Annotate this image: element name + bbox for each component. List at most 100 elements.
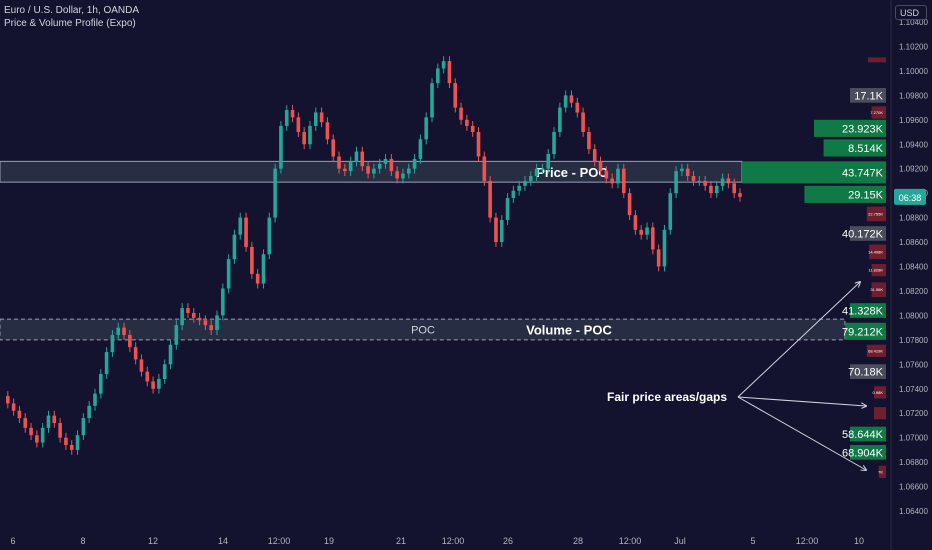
candle-body: [372, 168, 376, 174]
currency-button[interactable]: USD: [895, 5, 927, 20]
profile-bar: [874, 386, 886, 399]
candle-body: [430, 83, 434, 118]
candle-body: [151, 381, 155, 389]
candle-body: [523, 180, 527, 186]
candle-body: [645, 227, 649, 235]
candle-body: [29, 427, 33, 436]
profile-bar-label: 17.1K: [854, 90, 883, 102]
profile-bar: [850, 364, 886, 379]
profile-bar: [866, 206, 886, 222]
candle-body: [238, 217, 243, 235]
candle-body: [209, 325, 213, 331]
candle-body: [534, 168, 539, 177]
profile-bar-label: 23.923K: [842, 123, 884, 135]
price-tick-label: 1.08000: [899, 311, 928, 320]
candle-body: [662, 229, 667, 267]
price-tick-label: 1.08400: [899, 263, 928, 272]
candle-body: [40, 427, 45, 443]
candle-body: [58, 422, 62, 438]
profile-bar-label: 0.98K: [873, 390, 884, 395]
candle-body: [651, 227, 655, 250]
price-tick-label: 1.08200: [899, 287, 928, 296]
candle-body: [401, 173, 405, 179]
candle-body: [116, 327, 121, 335]
candle-body: [470, 125, 475, 133]
candle-body: [69, 444, 74, 450]
candles: [6, 56, 742, 455]
poc-text: POC: [411, 324, 435, 336]
candle-body: [255, 273, 260, 284]
candle-body: [319, 112, 324, 123]
candle-body: [343, 168, 347, 172]
candle-body: [360, 151, 365, 167]
profile-bar: [868, 57, 886, 63]
candle-body: [546, 154, 551, 169]
candle-body: [377, 163, 382, 169]
profile-bar: [878, 465, 886, 478]
time-tick-label: 12:00: [619, 536, 642, 546]
candle-body: [23, 418, 28, 428]
candle-body: [680, 168, 684, 172]
price-tick-label: 1.06800: [899, 458, 928, 467]
price-tick-label: 1.07000: [899, 434, 928, 443]
candle-body: [337, 156, 341, 169]
time-tick-label: 12:00: [268, 536, 291, 546]
candle-body: [732, 183, 736, 194]
annotation-text: Fair price areas/gaps: [607, 390, 727, 404]
candle-body: [98, 374, 103, 394]
price-tick-label: 1.10400: [899, 18, 928, 27]
profile-bar: [866, 344, 886, 357]
candle-body: [17, 410, 22, 419]
time-tick-label: 12:00: [442, 536, 465, 546]
candle-body: [221, 288, 225, 316]
candle-body: [517, 185, 521, 191]
price-axis: 1.10400 1.10200 1.10000 1.09800 1.09600 1.094…: [890, 0, 928, 550]
candle-body: [215, 315, 219, 331]
indicator-title[interactable]: Price & Volume Profile (Expo): [4, 18, 136, 29]
profile-bar: [850, 226, 886, 241]
candle-body: [232, 234, 237, 260]
volume-poc-label: Volume - POC: [526, 322, 612, 337]
profile-bar: [850, 444, 886, 460]
candle-body: [476, 132, 481, 157]
price-tick-label: 1.07200: [899, 409, 928, 418]
time-tick-label: 10: [854, 536, 864, 546]
time-tick-label: 8: [80, 536, 85, 546]
candle-body: [482, 156, 487, 181]
candle-body: [668, 193, 673, 230]
candle-body: [133, 347, 138, 360]
candle-body: [244, 217, 248, 247]
candle-body: [418, 139, 423, 159]
candle-body: [35, 435, 39, 443]
price-tick-label: 1.07600: [899, 360, 928, 369]
symbol-title[interactable]: Euro / U.S. Dollar, 1h, OANDA: [4, 5, 140, 16]
price-tick-label: 1.07400: [899, 385, 928, 394]
candle-body: [569, 95, 574, 103]
profile-bar-label: 43.747K: [842, 167, 884, 179]
candle-body: [581, 112, 585, 133]
price-tick-label: 1.08600: [899, 238, 928, 247]
profile-bar: [814, 119, 886, 137]
price-tick-label: 1.06400: [899, 507, 928, 516]
profile-bar-label: 68.904K: [842, 447, 884, 459]
candle-body: [122, 327, 126, 335]
candle-body: [250, 246, 254, 274]
candle-body: [395, 171, 399, 179]
candle-body: [348, 161, 353, 172]
profile-bar-label: 11.828K: [868, 268, 883, 273]
price-poc-label: Price - POC: [536, 165, 608, 180]
candle-body: [552, 132, 556, 155]
candle-body: [110, 334, 115, 353]
time-tick-label: 6: [10, 536, 15, 546]
candle-body: [616, 168, 620, 184]
price-tick-label: 1.09600: [899, 116, 928, 125]
profile-bar-label: 68.419K: [868, 348, 883, 353]
candle-body: [709, 185, 713, 194]
profile-bar: [823, 139, 886, 157]
profile-bar: [850, 303, 886, 318]
candle-body: [703, 180, 707, 186]
candle-body: [505, 198, 510, 221]
profile-bar-label: 7.270K: [870, 110, 883, 115]
candle-body: [6, 396, 10, 404]
